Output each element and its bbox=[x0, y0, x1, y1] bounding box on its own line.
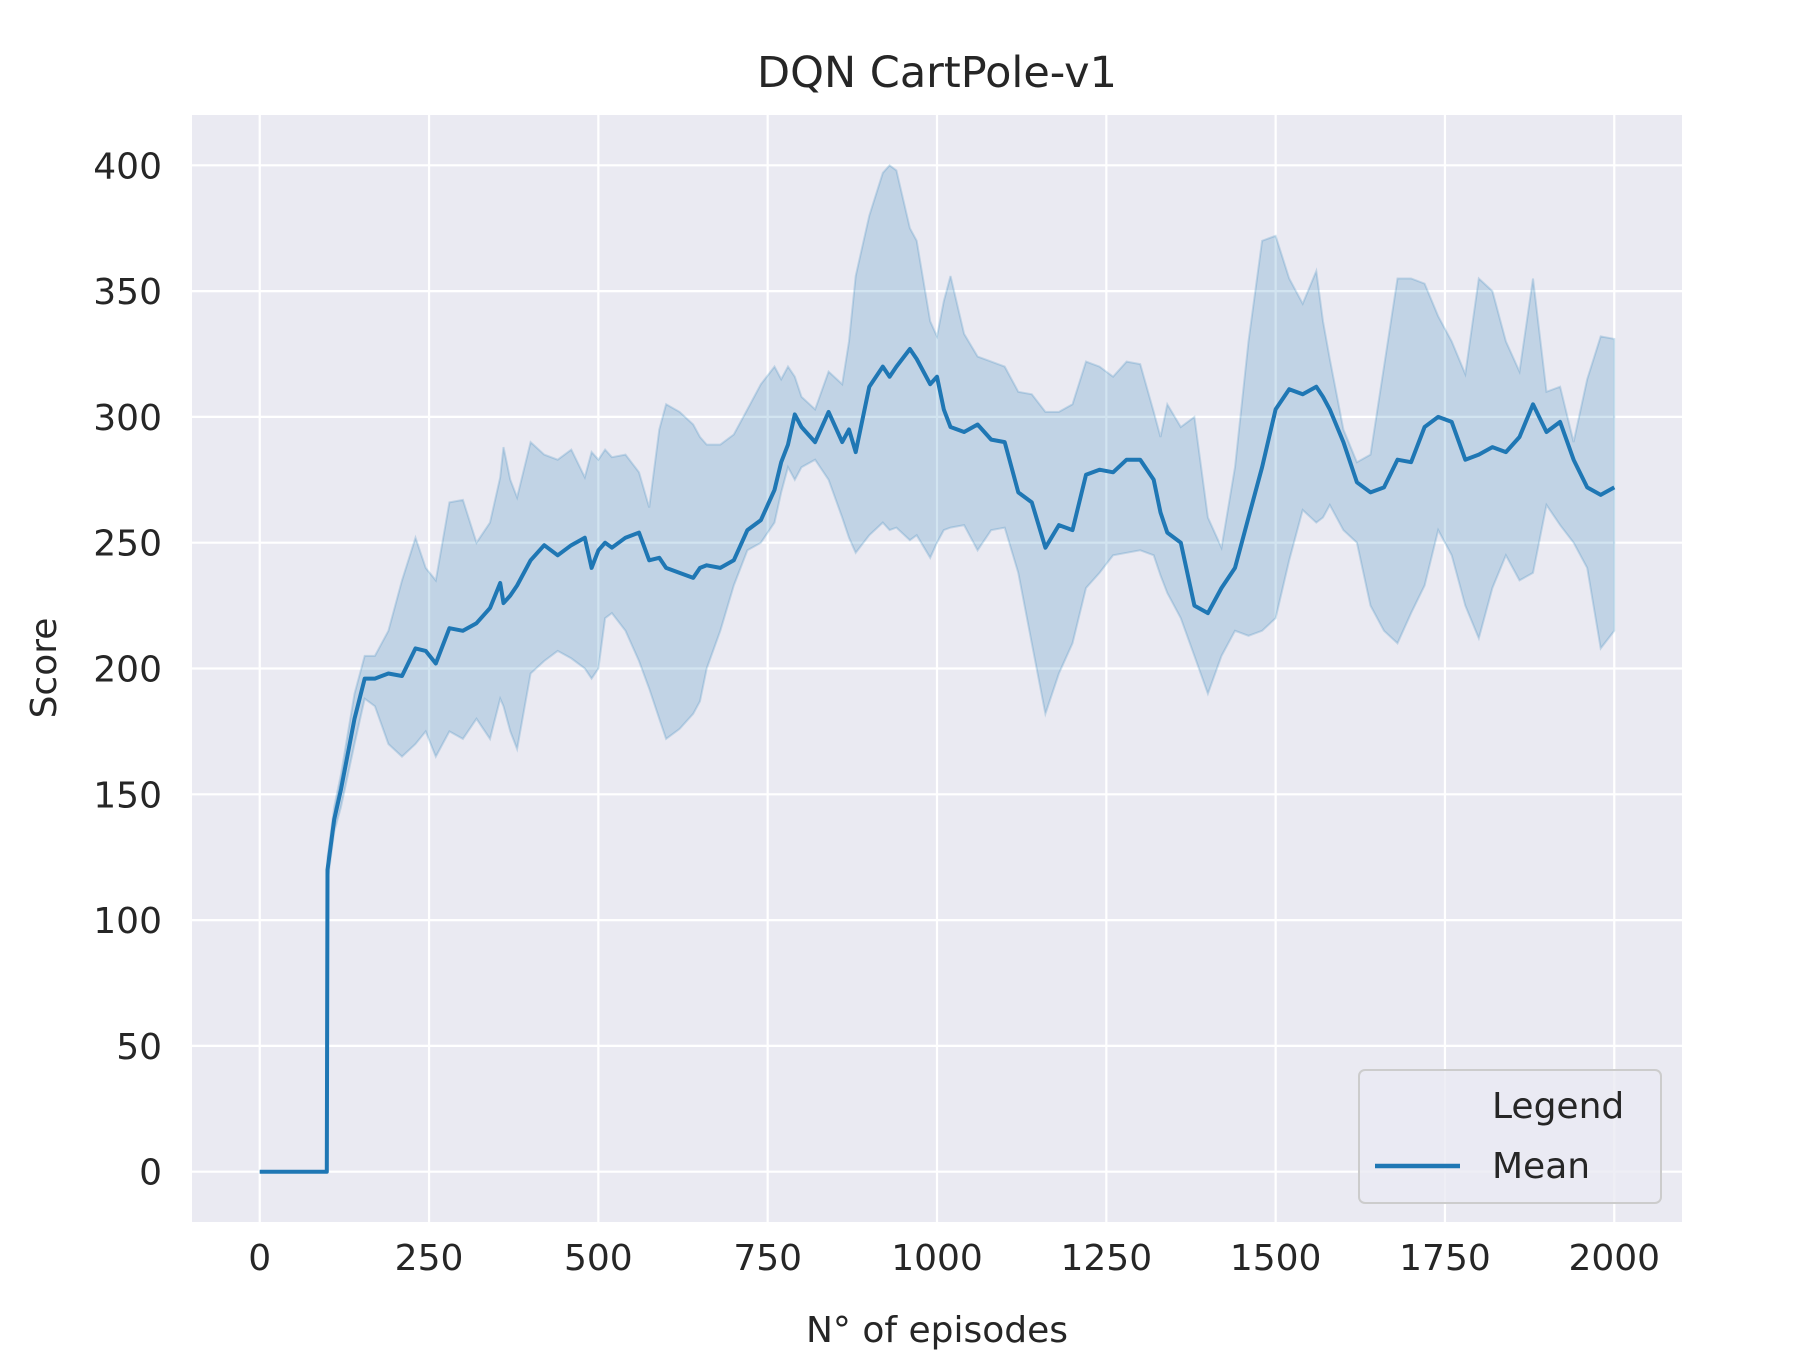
y-tick-label: 50 bbox=[116, 1027, 162, 1068]
x-tick-label: 1750 bbox=[1399, 1238, 1491, 1279]
series-line-mean bbox=[259, 347, 1616, 1174]
x-tick-label: 2000 bbox=[1568, 1238, 1660, 1279]
x-axis-label: N° of episodes bbox=[806, 1310, 1068, 1351]
x-tick-label: 1000 bbox=[891, 1238, 983, 1279]
series-line-layer bbox=[259, 347, 1616, 1174]
legend-box bbox=[1358, 1069, 1662, 1204]
y-tick-label: 250 bbox=[93, 524, 162, 565]
y-tick-label: 100 bbox=[93, 901, 162, 942]
y-tick-label: 200 bbox=[93, 650, 162, 691]
y-tick-label: 300 bbox=[93, 398, 162, 439]
grid bbox=[192, 115, 1682, 1222]
legend-label-mean: Mean bbox=[1492, 1146, 1590, 1187]
x-tick-label: 250 bbox=[395, 1238, 464, 1279]
x-tick-label: 500 bbox=[564, 1238, 633, 1279]
tick-labels: 0 250 500 750 1000 1250 1500 1750 2000 0 50 100 150 2… bbox=[93, 146, 1660, 1279]
y-axis-label: Score bbox=[24, 618, 65, 719]
x-tick-label: 1500 bbox=[1230, 1238, 1322, 1279]
legend-title: Legend bbox=[1492, 1086, 1624, 1127]
y-tick-label: 0 bbox=[139, 1153, 162, 1194]
legend: Legend Mean bbox=[1358, 1069, 1662, 1204]
x-tick-label: 0 bbox=[248, 1238, 271, 1279]
y-tick-label: 400 bbox=[93, 146, 162, 187]
x-tick-label: 750 bbox=[733, 1238, 802, 1279]
y-tick-label: 150 bbox=[93, 775, 162, 816]
x-tick-label: 1250 bbox=[1061, 1238, 1153, 1279]
chart-title: DQN CartPole-v1 bbox=[757, 48, 1117, 98]
y-tick-label: 350 bbox=[93, 272, 162, 313]
